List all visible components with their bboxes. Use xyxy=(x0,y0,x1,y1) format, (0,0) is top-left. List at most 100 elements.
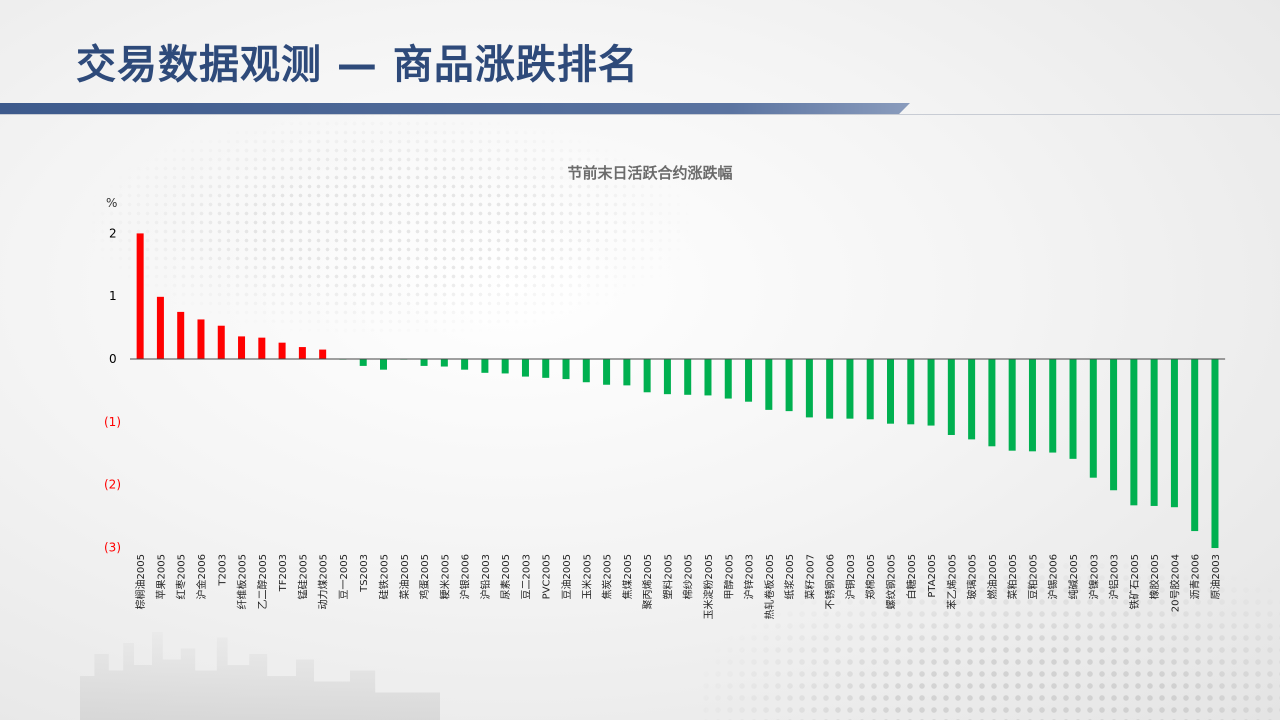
bar xyxy=(927,359,935,426)
x-tick-label: 原油2003 xyxy=(1209,554,1222,599)
x-tick-label: 豆油2005 xyxy=(560,554,573,599)
bar xyxy=(197,319,205,359)
x-tick-label: 玉米2005 xyxy=(580,554,593,599)
bar xyxy=(1089,359,1097,478)
x-tick-label: TF2003 xyxy=(278,554,289,592)
x-tick-label: 沪铝2003 xyxy=(1108,554,1121,599)
chart-title: 节前末日活跃合约涨跌幅 xyxy=(567,164,733,182)
bar xyxy=(724,359,732,399)
bar xyxy=(582,359,590,383)
x-tick-label: 焦煤2005 xyxy=(621,554,634,599)
x-tick-label: 郑棉2005 xyxy=(864,554,877,599)
x-tick-label: 沥青2006 xyxy=(1189,554,1202,599)
bar xyxy=(258,337,266,359)
bar xyxy=(136,233,144,359)
bar xyxy=(440,359,448,367)
bar xyxy=(643,359,651,393)
x-tick-label: 红枣2005 xyxy=(175,554,188,599)
bar xyxy=(359,359,367,366)
bar xyxy=(278,342,286,359)
x-tick-label: 聚丙烯2005 xyxy=(641,554,654,609)
bar xyxy=(1130,359,1138,506)
bar xyxy=(1191,359,1199,532)
x-tick-label: 动力煤2005 xyxy=(317,554,330,609)
x-tick-label: 热轧卷板2005 xyxy=(763,554,776,619)
bar xyxy=(298,347,306,359)
x-tick-label: 白糖2005 xyxy=(905,554,918,599)
x-tick-label: 沪铜2003 xyxy=(844,554,857,599)
x-tick-label: 锰硅2005 xyxy=(296,554,309,599)
x-tick-label: 20号胶2004 xyxy=(1168,554,1181,612)
bar xyxy=(380,359,387,370)
bar xyxy=(785,359,793,412)
x-tick-label: 纤维板2005 xyxy=(236,554,249,609)
x-tick-label: 硅铁2005 xyxy=(378,554,391,599)
x-tick-label: 铁矿石2005 xyxy=(1128,554,1141,609)
x-tick-label: 橡胶2005 xyxy=(1148,554,1161,599)
bar xyxy=(501,359,509,374)
bar xyxy=(745,359,753,402)
y-axis-ticks: 2 1 0 (1) (2) (3) xyxy=(104,226,121,554)
bar xyxy=(826,359,834,419)
x-tick-label: 沪锡2006 xyxy=(1047,554,1060,599)
x-tick-label: 玉米淀粉2005 xyxy=(702,554,715,619)
x-tick-label: 沪银2006 xyxy=(459,554,472,599)
x-tick-label: PTA2005 xyxy=(927,554,938,598)
bar xyxy=(866,359,874,420)
x-tick-label: 尿素2005 xyxy=(499,554,512,599)
bar xyxy=(907,359,915,425)
title-divider-line xyxy=(0,114,1280,115)
bar xyxy=(1110,359,1118,491)
x-tick-label: 沪锌2003 xyxy=(743,554,756,599)
bar xyxy=(684,359,692,395)
x-tick-label: 不锈钢2006 xyxy=(824,554,837,609)
x-tick-label: 苹果2005 xyxy=(154,554,167,599)
bar xyxy=(177,311,185,359)
x-tick-label: 焦炭2005 xyxy=(601,554,614,599)
bar xyxy=(1069,359,1077,459)
bar xyxy=(562,359,570,380)
x-tick-label: 粳米2005 xyxy=(438,554,451,599)
x-tick-label: T2003 xyxy=(217,554,228,587)
bar-series xyxy=(136,233,1219,549)
bar xyxy=(1008,359,1016,451)
bar xyxy=(805,359,813,418)
x-tick-label: 纸浆2005 xyxy=(783,554,796,599)
y-tick-label: 1 xyxy=(109,289,117,303)
x-tick-label: 菜油2005 xyxy=(398,554,411,599)
y-tick-label: (2) xyxy=(104,478,121,492)
bar xyxy=(846,359,854,419)
y-tick-label: (3) xyxy=(104,540,121,554)
x-tick-label: TS2003 xyxy=(359,554,370,593)
bar xyxy=(217,325,225,359)
x-tick-label: 燃油2005 xyxy=(986,554,999,599)
x-tick-label: 纯碱2005 xyxy=(1067,554,1080,599)
bar xyxy=(1028,359,1036,452)
dot-pattern-background xyxy=(700,560,1280,720)
x-tick-label: 玻璃2005 xyxy=(966,554,979,599)
bar xyxy=(542,359,550,378)
page-title: 交易数据观测 — 商品涨跌排名 xyxy=(76,42,639,88)
bar xyxy=(1049,359,1057,453)
bar xyxy=(947,359,955,435)
x-tick-label: 苯乙烯2005 xyxy=(945,554,958,609)
bar xyxy=(156,296,164,359)
x-tick-label: 菜籽2007 xyxy=(804,554,816,599)
bar xyxy=(704,359,712,396)
x-tick-label: 菜粕2005 xyxy=(1006,554,1019,599)
x-tick-label: 乙二醇2005 xyxy=(256,554,269,609)
x-tick-label: 螺纹钢2005 xyxy=(885,554,898,609)
bar xyxy=(623,359,631,386)
x-tick-label: 豆一2005 xyxy=(338,554,350,599)
bar xyxy=(765,359,773,410)
bar xyxy=(1150,359,1158,506)
x-tick-label: 甲醇2005 xyxy=(722,554,735,599)
bar xyxy=(481,359,489,373)
bar xyxy=(663,359,671,395)
bar xyxy=(1170,359,1178,508)
x-tick-label: 棉纱2005 xyxy=(682,554,695,599)
bar xyxy=(1211,359,1219,549)
bar xyxy=(603,359,611,385)
x-tick-label: 豆粕2005 xyxy=(1026,554,1039,599)
x-tick-label: 鸡蛋2005 xyxy=(418,554,431,599)
